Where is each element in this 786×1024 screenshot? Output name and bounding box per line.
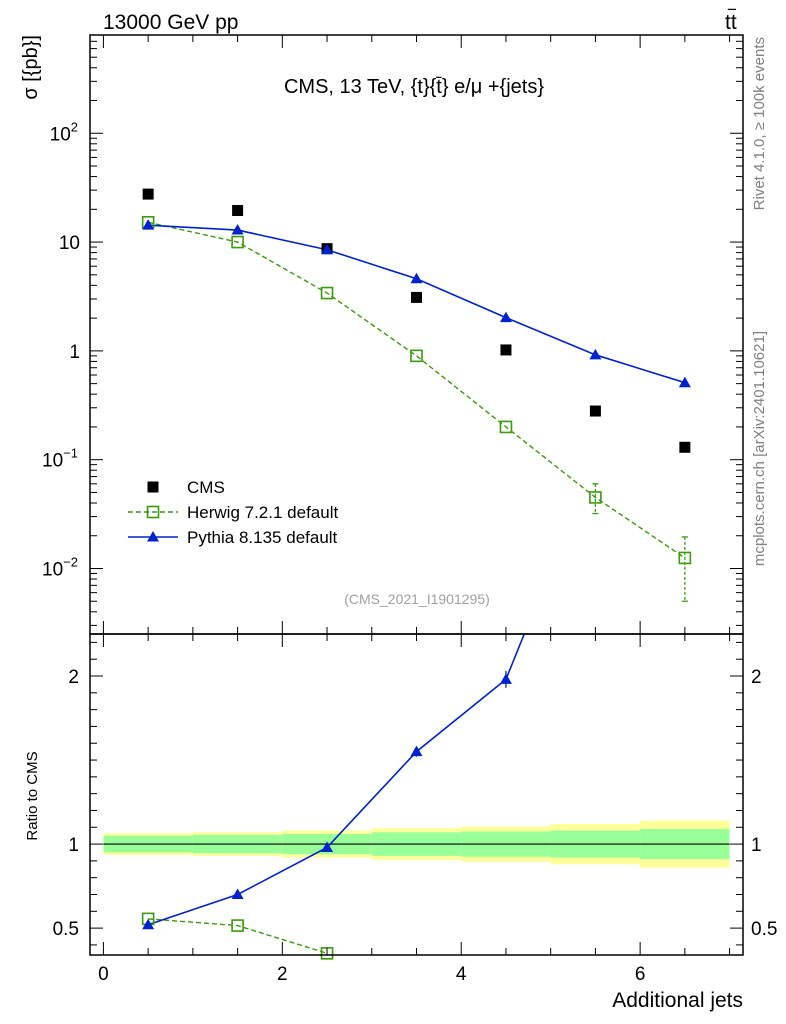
pythia-point-5 [589,348,602,360]
header-left-label: 13000 GeV pp [103,11,238,34]
error-bars [415,483,688,757]
legend-label-1: Herwig 7.2.1 default [187,503,338,522]
ratio-tick-label-right-1: 1 [751,835,762,856]
watermark-label: (CMS_2021_I1901295) [344,591,490,607]
cms-point-5 [589,405,601,417]
pythia-point-0 [142,219,155,230]
cms-point-3 [411,291,422,303]
legend: CMS Herwig 7.2.1 default Pythia 8.135 defa… [128,478,338,547]
pythia-ratio-point-4 [499,673,512,684]
chart-title: CMS, 13 TeV, {t}{t̄} e/μ +{jets} [284,76,544,98]
y-tick-label-2: 1 [69,342,80,363]
axis-ticks [90,34,743,955]
pythia-main-line [148,224,686,384]
pythia-point-3 [410,272,423,284]
data-markers [141,188,692,960]
ratio-uncertainty-bands [103,820,730,868]
y-tick-label-4: 10−2 [42,554,78,580]
x-tick-label-2: 4 [456,964,467,985]
legend-pythia-marker [147,531,159,542]
ratio-panel-frame [89,633,744,956]
mcplots-label: mcplots.cern.ch [arXiv:2401.10621] [751,331,768,566]
herwig-main-line [147,221,686,559]
y-tick-label-0: 102 [50,119,78,145]
herwig-point-2 [320,286,334,300]
ratio-tick-label-left-1: 1 [68,835,79,856]
legend-cms-marker [147,481,159,493]
pythia-ratio-point-1 [231,888,244,899]
header-right-label: tt [725,11,737,34]
cms-point-0 [142,188,154,200]
x-tick-label-0: 0 [98,964,109,985]
ratio-tick-label-left-0: 2 [68,667,79,688]
cms-point-6 [679,441,691,453]
pythia-ratio-point-2 [321,841,334,852]
pythia-point-1 [231,224,244,235]
header-right-bar: − [727,0,737,19]
pythia-ratio-point-0 [142,918,155,930]
x-axis-label: Additional jets [612,989,743,1012]
herwig-ratio-line [148,918,328,954]
x-tick-label-3: 6 [635,964,646,985]
legend-label-0: CMS [187,478,225,497]
pythia-point-4 [499,311,512,323]
legend-herwig-marker [146,505,160,519]
tick-labels: 0 2 4 6 102 10 1 10−1 10−2 2 2 1 1 0.5 0.5 [42,119,777,985]
rivet-version-label: Rivet 4.1.0, ≥ 100k events [751,37,768,210]
legend-label-2: Pythia 8.135 default [187,528,338,547]
ratio-tick-label-right-2: 0.5 [751,919,777,940]
y-tick-label-3: 10−1 [42,446,78,472]
herwig-point-5 [589,491,602,504]
cms-point-1 [232,205,244,217]
y-axis-label: σ [{pb}] [20,35,42,100]
pythia-point-2 [321,243,334,255]
ratio-y-axis-label: Ratio to CMS [24,751,41,840]
pythia-point-6 [678,376,691,388]
herwig-point-4 [499,420,513,434]
ratio-tick-label-right-0: 2 [751,667,762,688]
cms-point-4 [500,344,512,356]
herwig-point-3 [410,349,423,363]
herwig-ratio-point-1 [231,919,244,932]
pythia-ratio-point-3 [410,745,423,757]
herwig-point-1 [231,235,244,249]
ratio-tick-label-left-2: 0.5 [53,919,79,940]
y-tick-label-1: 10 [59,233,80,254]
x-tick-label-1: 2 [277,964,288,985]
herwig-point-6 [678,551,692,565]
herwig-ratio-point-2 [320,947,334,960]
